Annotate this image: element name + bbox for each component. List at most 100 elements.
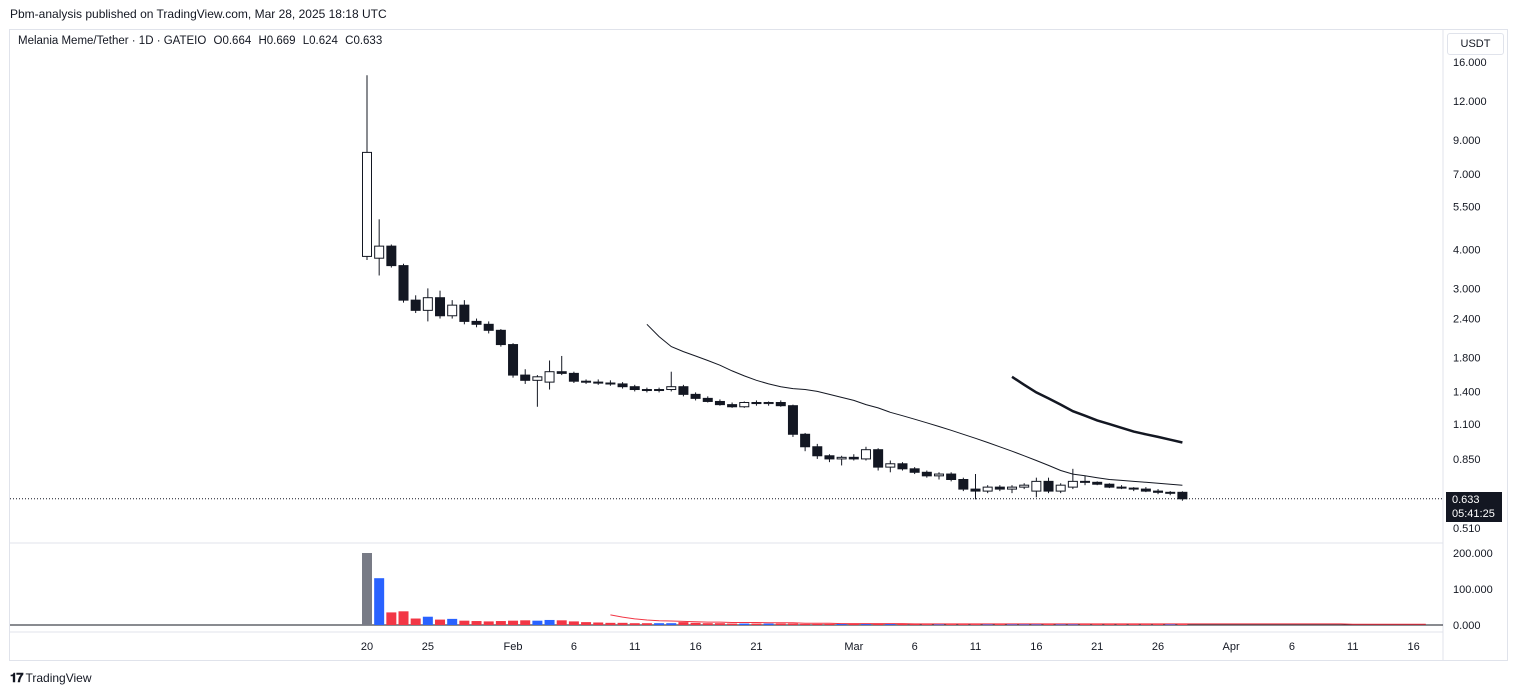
candle-body bbox=[946, 473, 957, 481]
candle bbox=[909, 467, 920, 475]
candle-body bbox=[800, 433, 811, 448]
candle bbox=[556, 355, 567, 376]
candle-body bbox=[848, 456, 859, 460]
volume-ma-line bbox=[610, 614, 1426, 625]
volume-bar bbox=[495, 621, 506, 625]
candle-body bbox=[544, 371, 555, 383]
last-price-badge: 0.633 05:41:25 bbox=[1446, 492, 1502, 522]
volume-bar bbox=[605, 622, 616, 625]
candle-body bbox=[1080, 480, 1091, 483]
candle bbox=[994, 485, 1005, 492]
volume-bar bbox=[666, 623, 677, 625]
candle bbox=[1031, 477, 1042, 498]
candle bbox=[1092, 481, 1103, 486]
candle-body bbox=[1055, 484, 1066, 492]
candle-body bbox=[824, 455, 835, 460]
volume-bar bbox=[848, 623, 859, 625]
candle bbox=[654, 387, 665, 393]
candle-body bbox=[1067, 480, 1078, 488]
candle-body bbox=[1092, 481, 1103, 485]
moving-average-line bbox=[646, 323, 1183, 486]
candle-body bbox=[483, 323, 494, 331]
candle bbox=[836, 455, 847, 466]
candle-body bbox=[690, 393, 701, 399]
time-tick-label: 16 bbox=[1407, 641, 1419, 653]
volume-bar bbox=[885, 623, 896, 625]
candle bbox=[1043, 477, 1054, 494]
candle-body bbox=[374, 245, 385, 259]
price-tick-label: 2.400 bbox=[1453, 314, 1481, 326]
volume-bar bbox=[520, 620, 531, 625]
candle bbox=[678, 384, 689, 397]
candle bbox=[1007, 485, 1018, 494]
candle-body bbox=[1007, 486, 1018, 490]
candle bbox=[495, 329, 506, 347]
candle bbox=[617, 382, 628, 389]
candle bbox=[824, 454, 835, 463]
volume-bar bbox=[714, 623, 725, 625]
candle bbox=[714, 399, 725, 406]
volume-bar bbox=[629, 623, 640, 625]
volume-bar bbox=[958, 624, 969, 625]
volume-bar bbox=[422, 616, 433, 625]
candle bbox=[848, 454, 859, 461]
volume-bar bbox=[727, 623, 738, 625]
candle bbox=[459, 300, 470, 325]
candle-body bbox=[751, 402, 762, 405]
candle bbox=[933, 472, 944, 480]
tradingview-logo-icon: 𝟏𝟕 bbox=[10, 670, 24, 685]
candle bbox=[374, 219, 385, 276]
candle bbox=[398, 263, 409, 303]
volume-bar bbox=[447, 618, 458, 625]
candle-body bbox=[532, 376, 543, 381]
candle-body bbox=[714, 400, 725, 406]
volume-bar bbox=[362, 553, 372, 625]
volume-bar bbox=[946, 624, 957, 625]
candle bbox=[568, 371, 579, 384]
volume-bar bbox=[1177, 624, 1188, 625]
candle bbox=[386, 244, 397, 268]
candle bbox=[508, 343, 519, 378]
volume-bar bbox=[386, 612, 397, 625]
candle-body bbox=[398, 265, 409, 301]
candle-body bbox=[958, 479, 969, 490]
publish-info: Pbm-analysis published on TradingView.co… bbox=[10, 7, 387, 21]
candle-body bbox=[702, 397, 713, 402]
volume-bar bbox=[933, 624, 944, 625]
volume-bar bbox=[435, 619, 446, 625]
candle bbox=[362, 75, 372, 261]
candle-body bbox=[581, 380, 592, 383]
candle-body bbox=[410, 299, 421, 311]
volume-bar bbox=[678, 622, 689, 625]
volume-bar bbox=[654, 623, 665, 625]
candle bbox=[641, 387, 652, 393]
time-tick-label: 21 bbox=[750, 641, 762, 653]
candle-body bbox=[435, 297, 446, 317]
candle bbox=[921, 470, 932, 478]
currency-button[interactable]: USDT bbox=[1447, 33, 1504, 55]
candle bbox=[1116, 485, 1127, 490]
volume-bar bbox=[860, 623, 871, 625]
candle-body bbox=[556, 371, 567, 374]
candle bbox=[581, 379, 592, 384]
candle-body bbox=[921, 471, 932, 477]
time-tick-label: 26 bbox=[1152, 641, 1164, 653]
candle bbox=[1080, 475, 1091, 486]
candle bbox=[1055, 483, 1066, 494]
volume-bar bbox=[690, 622, 701, 625]
volume-bar bbox=[532, 620, 543, 625]
time-tick-label: Apr bbox=[1223, 641, 1240, 653]
price-tick-label: 1.400 bbox=[1453, 386, 1481, 398]
time-tick-label: 16 bbox=[1030, 641, 1042, 653]
candle-body bbox=[994, 486, 1005, 490]
candle-body bbox=[1031, 480, 1042, 492]
candle bbox=[605, 380, 616, 386]
symbol-legend[interactable]: Melania Meme/Tether · 1D · GATEIO O0.664… bbox=[18, 35, 386, 47]
volume-bar bbox=[775, 623, 786, 625]
candle-body bbox=[447, 304, 458, 317]
symbol-name: Melania Meme/Tether · 1D · GATEIO bbox=[18, 35, 207, 47]
tradingview-brand[interactable]: 𝟏𝟕 TradingView bbox=[10, 670, 92, 686]
volume-bar bbox=[556, 620, 567, 625]
volume-bar bbox=[1043, 624, 1054, 625]
